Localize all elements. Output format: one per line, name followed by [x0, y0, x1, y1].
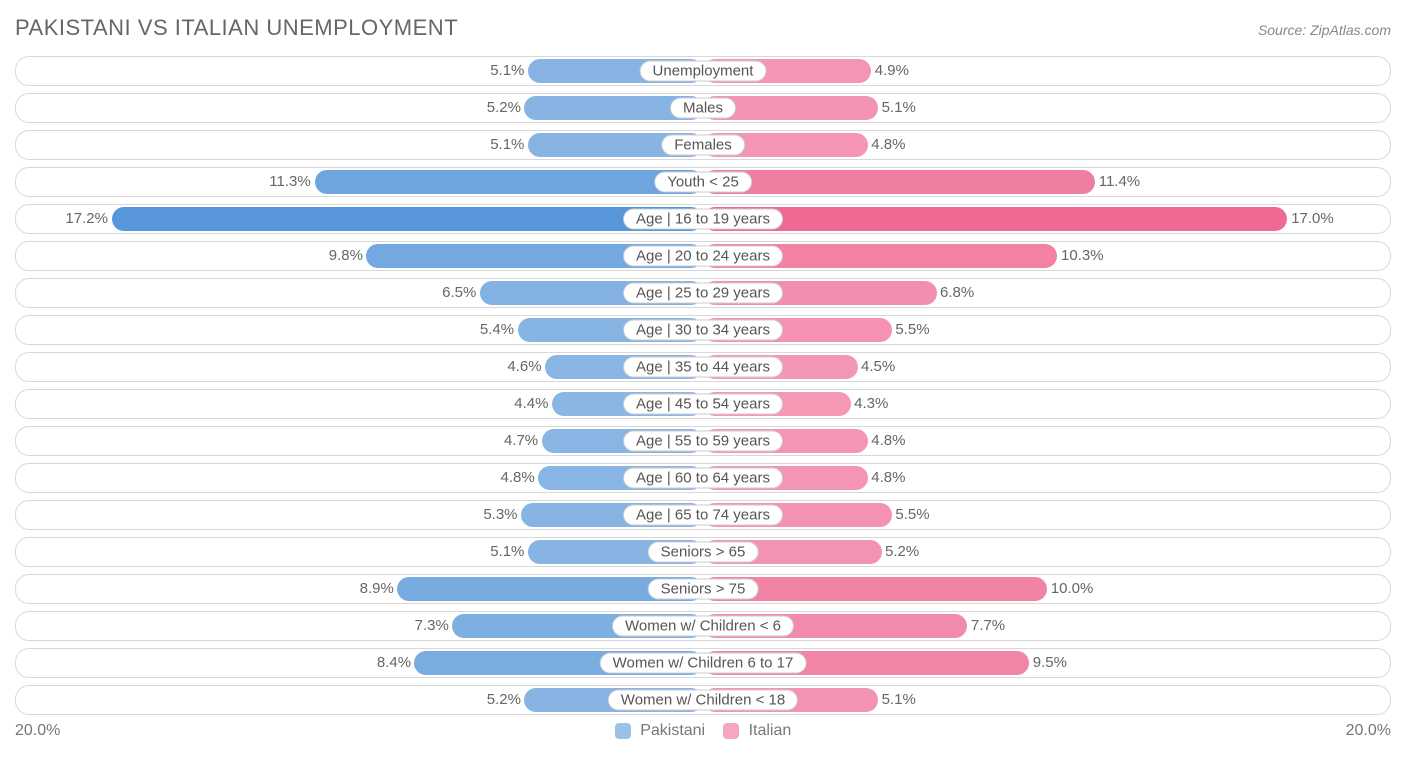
category-label: Women w/ Children < 6 [612, 616, 794, 637]
value-left: 5.1% [490, 540, 524, 564]
category-label: Age | 20 to 24 years [623, 246, 783, 267]
value-left: 8.9% [360, 577, 394, 601]
bar-right: 11.4% [703, 170, 1095, 194]
value-right: 4.8% [871, 429, 905, 453]
chart-row: 5.4% 5.5% Age | 30 to 34 years [15, 315, 1391, 345]
value-right: 5.1% [882, 96, 916, 120]
category-label: Women w/ Children < 18 [608, 690, 798, 711]
value-right: 11.4% [1099, 170, 1140, 194]
value-left: 5.1% [490, 133, 524, 157]
value-left: 11.3% [269, 170, 310, 194]
legend-swatch-right [723, 723, 739, 739]
legend-label-left: Pakistani [640, 722, 705, 739]
value-right: 4.8% [871, 133, 905, 157]
value-left: 9.8% [329, 244, 363, 268]
bar-right: 17.0% [703, 207, 1287, 231]
chart-row: 5.1% 5.2% Seniors > 65 [15, 537, 1391, 567]
value-right: 17.0% [1291, 207, 1334, 231]
value-left: 4.8% [501, 466, 535, 490]
axis-max-left: 20.0% [15, 722, 60, 740]
value-right: 10.0% [1051, 577, 1094, 601]
diverging-bar-chart: 5.1% 4.9% Unemployment 5.2% 5.1% Males 5.1% 4.8… [15, 56, 1391, 715]
value-left: 8.4% [377, 651, 411, 675]
category-label: Age | 35 to 44 years [623, 357, 783, 378]
value-right: 9.5% [1033, 651, 1067, 675]
chart-row: 8.4% 9.5% Women w/ Children 6 to 17 [15, 648, 1391, 678]
category-label: Age | 60 to 64 years [623, 468, 783, 489]
category-label: Age | 16 to 19 years [623, 209, 783, 230]
value-right: 5.1% [882, 688, 916, 712]
header: PAKISTANI VS ITALIAN UNEMPLOYMENT Source… [15, 15, 1391, 41]
chart-title: PAKISTANI VS ITALIAN UNEMPLOYMENT [15, 15, 458, 41]
chart-row: 6.5% 6.8% Age | 25 to 29 years [15, 278, 1391, 308]
chart-row: 5.2% 5.1% Males [15, 93, 1391, 123]
value-right: 10.3% [1061, 244, 1104, 268]
category-label: Males [670, 98, 736, 119]
category-label: Age | 30 to 34 years [623, 320, 783, 341]
value-right: 4.3% [854, 392, 888, 416]
value-right: 4.9% [875, 59, 909, 83]
legend-item-right: Italian [723, 722, 791, 740]
legend-swatch-left [615, 723, 631, 739]
chart-row: 8.9% 10.0% Seniors > 75 [15, 574, 1391, 604]
category-label: Unemployment [640, 61, 767, 82]
category-label: Youth < 25 [654, 172, 752, 193]
value-left: 17.2% [65, 207, 108, 231]
value-right: 5.5% [895, 503, 929, 527]
chart-row: 4.8% 4.8% Age | 60 to 64 years [15, 463, 1391, 493]
chart-row: 9.8% 10.3% Age | 20 to 24 years [15, 241, 1391, 271]
value-right: 4.8% [871, 466, 905, 490]
value-left: 4.4% [514, 392, 548, 416]
chart-row: 5.3% 5.5% Age | 65 to 74 years [15, 500, 1391, 530]
value-right: 5.2% [885, 540, 919, 564]
value-left: 4.6% [507, 355, 541, 379]
legend-label-right: Italian [749, 722, 792, 739]
value-right: 6.8% [940, 281, 974, 305]
value-left: 4.7% [504, 429, 538, 453]
value-right: 7.7% [971, 614, 1005, 638]
category-label: Seniors > 65 [648, 542, 759, 563]
chart-row: 4.6% 4.5% Age | 35 to 44 years [15, 352, 1391, 382]
source-label: Source: ZipAtlas.com [1258, 22, 1391, 38]
chart-row: 4.7% 4.8% Age | 55 to 59 years [15, 426, 1391, 456]
value-left: 7.3% [415, 614, 449, 638]
value-left: 5.3% [483, 503, 517, 527]
value-right: 4.5% [861, 355, 895, 379]
category-label: Females [661, 135, 745, 156]
bar-left: 17.2% [112, 207, 703, 231]
chart-row: 4.4% 4.3% Age | 45 to 54 years [15, 389, 1391, 419]
chart-footer: 20.0% Pakistani Italian 20.0% [15, 722, 1391, 740]
category-label: Age | 25 to 29 years [623, 283, 783, 304]
category-label: Age | 65 to 74 years [623, 505, 783, 526]
value-right: 5.5% [895, 318, 929, 342]
value-left: 5.4% [480, 318, 514, 342]
category-label: Women w/ Children 6 to 17 [600, 653, 807, 674]
legend-item-left: Pakistani [615, 722, 705, 740]
axis-max-right: 20.0% [1346, 722, 1391, 740]
bar-left: 11.3% [315, 170, 703, 194]
value-left: 5.2% [487, 96, 521, 120]
value-left: 5.1% [490, 59, 524, 83]
category-label: Age | 45 to 54 years [623, 394, 783, 415]
category-label: Age | 55 to 59 years [623, 431, 783, 452]
chart-row: 5.1% 4.8% Females [15, 130, 1391, 160]
chart-row: 17.2%17.0%Age | 16 to 19 years [15, 204, 1391, 234]
value-left: 6.5% [442, 281, 476, 305]
chart-row: 5.2% 5.1% Women w/ Children < 18 [15, 685, 1391, 715]
legend: Pakistani Italian [615, 722, 792, 740]
category-label: Seniors > 75 [648, 579, 759, 600]
chart-row: 11.3%11.4%Youth < 25 [15, 167, 1391, 197]
chart-row: 5.1% 4.9% Unemployment [15, 56, 1391, 86]
value-left: 5.2% [487, 688, 521, 712]
chart-row: 7.3% 7.7% Women w/ Children < 6 [15, 611, 1391, 641]
